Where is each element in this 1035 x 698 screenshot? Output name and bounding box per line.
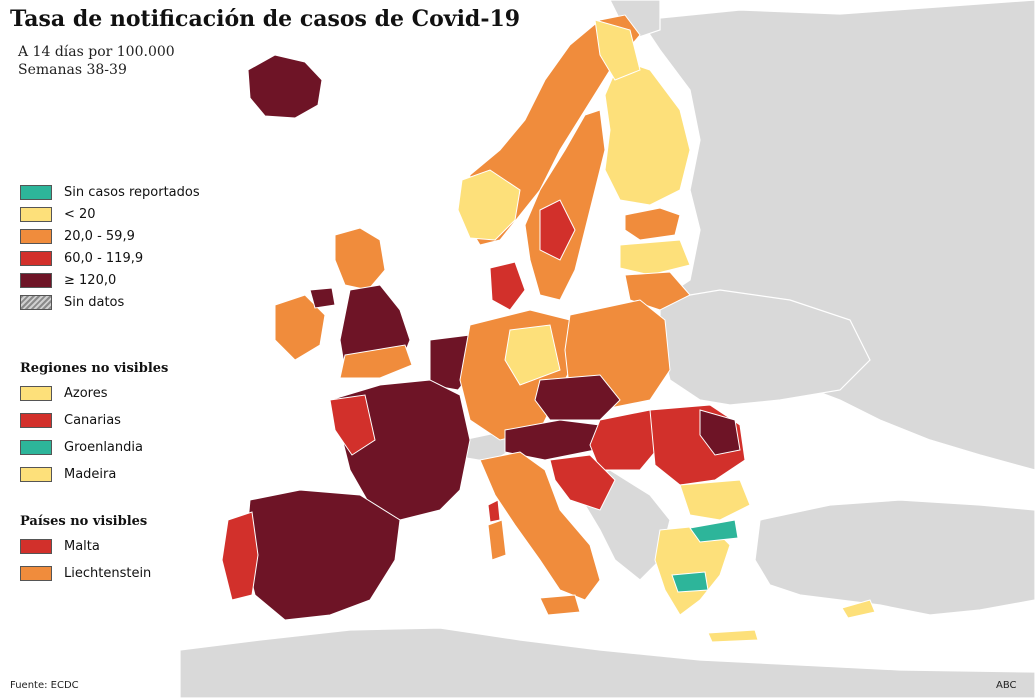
- continental-europe: [221, 261, 876, 643]
- source-credit: Fuente: ECDC: [10, 680, 79, 691]
- england-south: [339, 344, 413, 379]
- countries-heading: Países no visibles: [20, 514, 148, 529]
- sardinia: [487, 519, 507, 561]
- region-label: Groenlandia: [64, 440, 143, 455]
- legend-label: 60,0 - 119,9: [64, 250, 144, 266]
- countries-legend: Países no visibles Malta Liechtenstein: [20, 511, 151, 587]
- british-isles: [274, 227, 413, 379]
- sicily: [539, 594, 581, 616]
- legend-swatch: [20, 566, 52, 581]
- legend-swatch: [20, 539, 52, 554]
- region-row-groenlandia: Groenlandia: [20, 434, 168, 461]
- estonia: [624, 207, 681, 241]
- denmark: [489, 261, 526, 311]
- greece-central: [671, 571, 709, 593]
- ireland: [274, 294, 326, 361]
- legend-swatch: [20, 184, 52, 200]
- legend-row-no-data: Sin datos: [20, 291, 200, 313]
- legend-row-60-119: 60,0 - 119,9: [20, 247, 200, 269]
- region-row-azores: Azores: [20, 380, 168, 407]
- spain: [244, 489, 401, 621]
- country-label: Liechtenstein: [64, 566, 152, 581]
- legend-swatch: [20, 228, 52, 244]
- corsica: [487, 499, 501, 523]
- legend-row-lt20: < 20: [20, 203, 200, 225]
- legend-swatch: [20, 206, 52, 222]
- legend-row-20-59: 20,0 - 59,9: [20, 225, 200, 247]
- north-africa: [179, 627, 1035, 698]
- legend-label: 20,0 - 59,9: [64, 228, 135, 244]
- country-label: Malta: [64, 539, 100, 554]
- legend-swatch: [20, 250, 52, 266]
- finland-north: [594, 19, 641, 81]
- legend-label: < 20: [64, 206, 96, 222]
- scandinavia: [457, 14, 691, 301]
- regions-legend: Regiones no visibles Azores Canarias Gro…: [20, 358, 168, 488]
- romania-east: [699, 409, 741, 456]
- region-label: Canarias: [64, 413, 121, 428]
- bulgaria: [679, 479, 751, 521]
- country-row-liechtenstein: Liechtenstein: [20, 560, 151, 587]
- finland: [604, 59, 691, 206]
- rate-legend: Sin casos reportados < 20 20,0 - 59,9 60…: [20, 181, 200, 313]
- legend-swatch: [20, 386, 52, 401]
- region-row-canarias: Canarias: [20, 407, 168, 434]
- baltics: [619, 207, 691, 311]
- region-label: Azores: [64, 386, 108, 401]
- norway-south: [457, 169, 521, 241]
- scotland: [334, 227, 386, 291]
- legend-label: Sin casos reportados: [64, 184, 200, 200]
- slovenia-croatia: [549, 454, 616, 511]
- cyprus: [841, 599, 876, 619]
- legend-swatch: [20, 467, 52, 482]
- turkey-region: [754, 499, 1035, 616]
- country-row-malta: Malta: [20, 533, 151, 560]
- crete: [707, 629, 759, 643]
- legend-swatch: [20, 440, 52, 455]
- france-west: [329, 394, 376, 456]
- greece-north: [689, 519, 739, 543]
- non-eu-land: [179, 0, 1035, 698]
- germany-central: [504, 324, 561, 386]
- italy: [479, 451, 601, 601]
- region-row-madeira: Madeira: [20, 461, 168, 488]
- legend-swatch-hatched: [20, 294, 52, 310]
- map-title: Tasa de notificación de casos de Covid-1…: [10, 6, 521, 32]
- iceland: [247, 54, 323, 119]
- legend-row-no-cases: Sin casos reportados: [20, 181, 200, 203]
- legend-label: ≥ 120,0: [64, 272, 117, 288]
- map-subtitle-weeks: Semanas 38-39: [18, 62, 127, 78]
- legend-swatch: [20, 272, 52, 288]
- latvia: [619, 239, 691, 276]
- legend-row-gte120: ≥ 120,0: [20, 269, 200, 291]
- northern-ireland: [309, 287, 336, 309]
- map-subtitle-rate: A 14 días por 100.000: [18, 44, 175, 60]
- region-label: Madeira: [64, 467, 117, 482]
- legend-label: Sin datos: [64, 294, 125, 310]
- sweden-east: [539, 199, 576, 261]
- regions-heading: Regiones no visibles: [20, 361, 169, 376]
- legend-swatch: [20, 413, 52, 428]
- publisher-brand: ABC: [996, 680, 1017, 691]
- portugal: [221, 511, 259, 601]
